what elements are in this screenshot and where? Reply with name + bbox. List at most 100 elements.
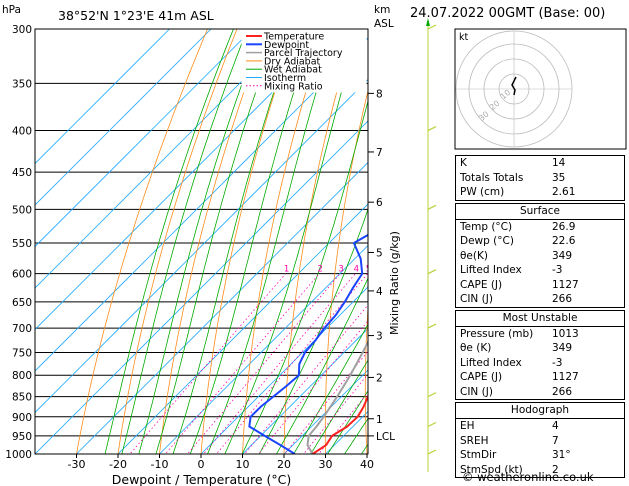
wet-adiabat	[172, 29, 296, 454]
isotherm-line	[241, 327, 368, 454]
surface-row: CIN (J) 266	[460, 293, 573, 305]
mixing-ratio-line	[129, 273, 286, 454]
pressure-tick-label: 450	[12, 167, 32, 179]
mixing-ratio-line	[186, 273, 341, 454]
pressure-tick-label: 650	[12, 297, 32, 309]
pressure-tick-label: 500	[12, 204, 32, 216]
isotherm-line	[35, 29, 212, 206]
dry-adiabat	[76, 29, 208, 454]
wet-adiabat	[293, 323, 368, 454]
isotherm-line	[35, 78, 368, 414]
mu-row: θe (K) 349	[460, 342, 573, 354]
most-unstable-table: Most Unstable Pressure (mb) 1013 θe (K) 34…	[455, 309, 625, 400]
km-tick-label: 5	[376, 247, 383, 259]
pressure-tick-label: 400	[12, 126, 32, 138]
location-label: 38°52'N 1°23'E 41m ASL	[58, 8, 214, 23]
km-unit-label: km	[374, 4, 390, 16]
wind-barb	[427, 323, 437, 329]
mixing-ratio-line	[303, 373, 368, 454]
wet-adiabat	[121, 29, 248, 454]
km-tick-label: 1	[376, 414, 383, 426]
wind-top-arrow	[426, 18, 430, 26]
forecast-datetime: 24.07.2022 00GMT (Base: 00)	[410, 6, 606, 21]
km-tick-label: 2	[376, 372, 383, 384]
dry-adiabat	[159, 29, 267, 454]
index-row-k: K 14	[460, 157, 566, 169]
hodograph-table: Hodograph EH 4 SREH 7 StmDir 31° StmSpd (kt…	[455, 402, 625, 478]
hodograph-unit-label: kt	[459, 32, 469, 43]
temperature-profile	[312, 393, 368, 454]
temperature-tick-label: 30	[319, 458, 333, 471]
index-row-totals: Totals Totals 35	[460, 171, 566, 184]
wet-adiabat	[258, 208, 368, 454]
wet-adiabat	[189, 29, 315, 454]
wind-barb	[427, 421, 437, 428]
temperature-tick-label: 40	[360, 458, 374, 471]
pressure-tick-label: 300	[12, 24, 32, 36]
wind-barb	[427, 449, 437, 455]
wet-adiabat	[138, 29, 263, 454]
hodo-row: EH 4	[460, 420, 559, 432]
surface-table: Surface Temp (°C) 26.9 Dewp (°C) 22.6 θe(K…	[455, 202, 625, 308]
mixing-ratio-tick-label: 3	[338, 265, 343, 275]
dewpoint-profile	[248, 233, 368, 454]
legend-entry: Isotherm	[264, 73, 306, 84]
mixing-ratio-tick-label: 1	[284, 265, 289, 275]
km-tick-label: 4	[376, 286, 383, 298]
mu-row: Lifted Index -3	[460, 356, 563, 369]
isotherm-line	[283, 369, 368, 454]
asl-label: ASL	[374, 18, 394, 30]
wet-adiabat	[155, 29, 279, 454]
mu-row: Pressure (mb) 1013	[460, 327, 579, 340]
pressure-tick-label: 600	[12, 269, 32, 281]
wind-barb	[427, 126, 437, 132]
surface-row: Dewp (°C) 22.6	[460, 235, 576, 247]
most-unstable-title: Most Unstable	[502, 311, 578, 324]
isotherm-line	[200, 286, 368, 454]
dry-adiabat	[283, 29, 356, 454]
legend-entry: Wet Adiabat	[264, 65, 322, 76]
temperature-tick-label: 10	[236, 458, 250, 471]
wet-adiabat	[276, 277, 368, 454]
temperature-tick-label: -20	[109, 458, 127, 471]
temperature-tick-label: -30	[68, 458, 86, 471]
surface-row: θe(K) 349	[460, 249, 573, 262]
x-axis-label: Dewpoint / Temperature (°C)	[112, 472, 291, 486]
legend-entry: Temperature	[263, 32, 324, 43]
isotherm-line	[35, 120, 368, 454]
wet-adiabat	[241, 99, 368, 454]
mixing-ratio-tick-label: 2	[318, 265, 323, 275]
copyright-footer: © weatheronline.co.uk	[462, 470, 594, 484]
legend-entry: Mixing Ratio	[264, 81, 323, 92]
parcel-trajectory-profile	[306, 339, 368, 454]
dry-adiabat	[117, 29, 238, 454]
km-tick-label: LCL	[376, 431, 395, 443]
hodograph-trace	[511, 76, 517, 96]
mixing-ratio-tick-label: 4	[354, 265, 359, 275]
surface-row: CAPE (J) 1127	[460, 278, 579, 291]
surface-title: Surface	[519, 204, 560, 217]
isotherm-line	[35, 29, 171, 165]
surface-row: Temp (°C) 26.9	[460, 220, 576, 233]
hodograph-title: Hodograph	[510, 404, 570, 416]
wind-barb	[427, 24, 437, 30]
dry-adiabat	[242, 29, 326, 454]
mixing-ratio-tick-label: 5	[366, 265, 371, 275]
surface-row: Lifted Index -3	[460, 264, 563, 276]
dry-adiabat	[364, 301, 368, 454]
hodo-row: SREH 7	[460, 434, 559, 447]
km-tick-label: 7	[376, 147, 383, 159]
hpa-unit-label: hPa	[2, 4, 21, 16]
isotherm-line	[75, 161, 368, 454]
wet-adiabat	[207, 29, 337, 454]
isotherm-line	[158, 244, 368, 454]
mixing-ratio-line	[202, 273, 356, 454]
wind-barb	[427, 269, 437, 275]
index-row-pw: PW (cm) 2.61	[460, 186, 576, 198]
temperature-tick-label: -10	[151, 458, 169, 471]
pressure-tick-label: 750	[12, 347, 32, 359]
wind-barb	[427, 204, 437, 210]
plot-area: 1 2 3 4 5 8 10 15 20 25	[35, 29, 371, 454]
